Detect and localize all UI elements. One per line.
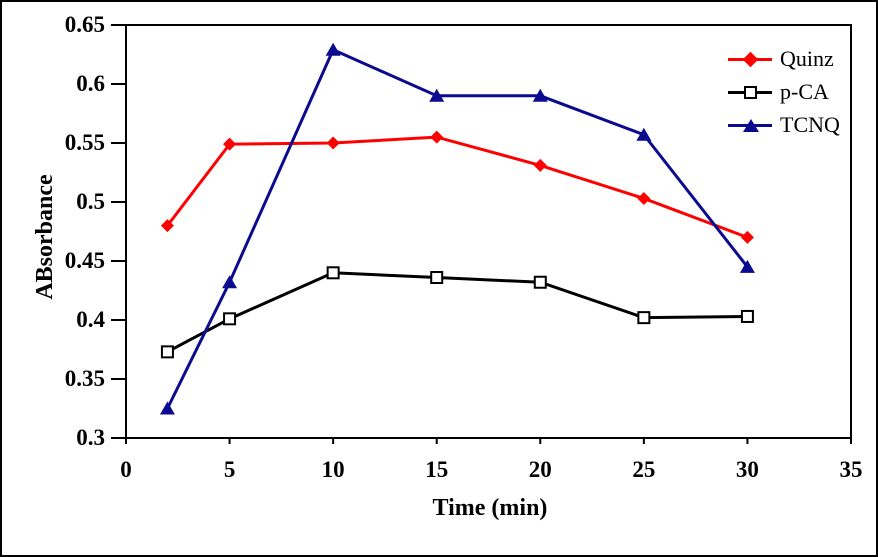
y-tick-label: 0.55 (64, 130, 105, 155)
x-tick-label: 20 (528, 457, 552, 482)
triangle-marker-icon (743, 119, 759, 132)
legend-item-tcnq: TCNQ (728, 112, 840, 138)
series-p-ca-marker (430, 271, 444, 285)
x-tick-label: 15 (425, 457, 449, 482)
legend-sample (728, 79, 772, 105)
plot-frame (125, 24, 852, 439)
y-tick-label: 0.65 (64, 12, 105, 37)
y-tick-label: 0.45 (64, 248, 105, 273)
legend-item-quinz: Quinz (728, 46, 840, 72)
series-quinz-marker (160, 219, 174, 233)
x-tick-label: 35 (839, 457, 863, 482)
series-p-ca-marker (160, 345, 174, 359)
y-tick-label: 0.35 (64, 366, 105, 391)
series-p-ca-marker (637, 311, 651, 325)
x-tick-label: 5 (223, 457, 236, 482)
x-axis-title: Time (min) (432, 495, 548, 521)
series-quinz-marker (533, 158, 547, 172)
series-p-ca-marker (223, 312, 237, 326)
series-quinz-line (166, 135, 748, 239)
y-tick-label: 0.3 (76, 425, 105, 450)
legend: Quinz p-CA TCNQ (728, 46, 840, 145)
y-tick-label: 0.4 (76, 307, 105, 332)
x-tick-label: 25 (632, 457, 656, 482)
series-quinz-marker (430, 130, 444, 144)
square-marker-icon (744, 86, 757, 99)
legend-item-p-ca: p-CA (728, 79, 840, 105)
series-tcnq-line (166, 47, 749, 410)
series-p-ca-marker (326, 266, 340, 280)
series-tcnq-marker (429, 88, 445, 102)
x-tick-label: 30 (735, 457, 759, 482)
legend-sample (728, 112, 772, 138)
series-tcnq-marker (532, 88, 548, 102)
series-quinz-marker (223, 137, 237, 151)
series-quinz-marker (637, 191, 651, 205)
series-tcnq-marker (222, 275, 238, 289)
y-tick-label: 0.6 (76, 71, 105, 96)
legend-label: p-CA (780, 79, 829, 104)
series-p-ca-marker (740, 309, 754, 323)
series-tcnq-marker (739, 259, 755, 273)
legend-sample (728, 46, 772, 72)
series-p-ca-marker (533, 275, 547, 289)
legend-label: Quinz (780, 46, 834, 71)
x-tick-label: 0 (120, 457, 132, 482)
series-p-ca-line (166, 271, 748, 354)
series-quinz-marker (740, 230, 754, 244)
series-quinz-marker (326, 136, 340, 150)
diamond-marker-icon (742, 51, 759, 68)
series-tcnq-marker (159, 401, 175, 415)
series-tcnq-marker (325, 42, 341, 56)
x-tick-label: 10 (321, 457, 345, 482)
y-tick-label: 0.5 (76, 189, 105, 214)
legend-label: TCNQ (780, 112, 840, 137)
series-tcnq-marker (636, 127, 652, 141)
